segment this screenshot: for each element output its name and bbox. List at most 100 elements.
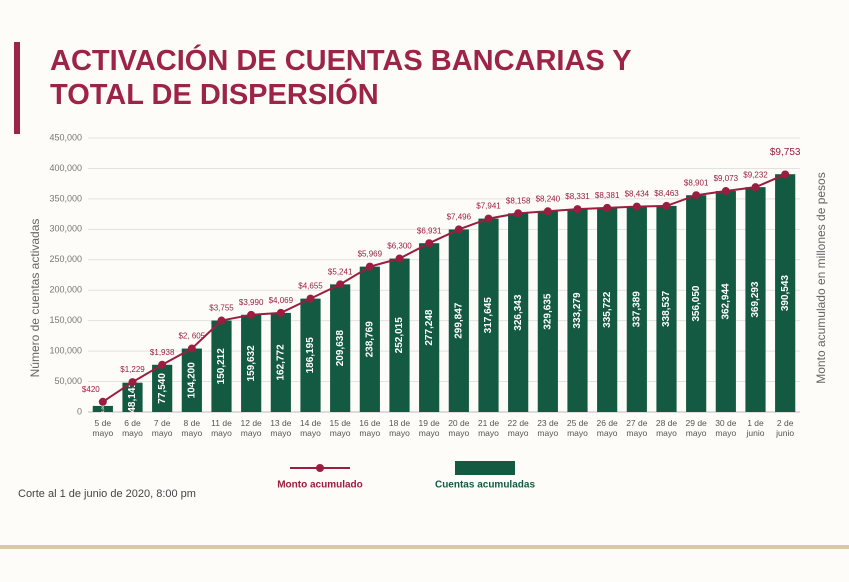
line-value-label: $8,381 xyxy=(595,191,620,200)
bar-value-label: 209,638 xyxy=(335,330,346,367)
bar-value-label: 369,293 xyxy=(750,281,761,318)
footnote: Corte al 1 de junio de 2020, 8:00 pm xyxy=(18,488,196,500)
bar xyxy=(419,243,440,412)
bottom-stripe xyxy=(0,545,849,549)
line-marker xyxy=(336,280,345,289)
bar-value-label: 238,769 xyxy=(364,321,375,358)
y-tick-label: 150,000 xyxy=(49,315,82,325)
bar xyxy=(389,258,410,412)
chart-title: ACTIVACIÓN DE CUENTAS BANCARIAS Y TOTAL D… xyxy=(50,43,632,111)
x-tick-label: 20 de mayo xyxy=(448,418,470,438)
bar xyxy=(567,209,588,412)
line-marker xyxy=(365,262,374,271)
bar-value-label: 362,944 xyxy=(720,283,731,320)
line-marker xyxy=(306,294,315,303)
bar-value-label: 252,015 xyxy=(394,317,405,354)
x-tick-label: 27 de mayo xyxy=(626,418,648,438)
line-marker xyxy=(751,183,760,192)
line-value-label: $3,990 xyxy=(239,298,264,307)
bar-value-label: 150,212 xyxy=(216,348,227,385)
line-marker xyxy=(454,225,463,234)
bar-value-label: 337,389 xyxy=(631,291,642,328)
x-tick-label: 21 de mayo xyxy=(477,418,500,438)
line-value-label: $8,434 xyxy=(625,190,650,199)
bar xyxy=(775,174,796,412)
line-value-label: $8,158 xyxy=(506,196,531,205)
line-value-label: $6,300 xyxy=(387,242,412,251)
line-marker xyxy=(662,201,671,210)
bar xyxy=(656,205,677,412)
bar-value-label: 104,200 xyxy=(186,362,197,399)
bar-value-label: 356,050 xyxy=(691,285,702,322)
line-marker xyxy=(128,378,137,387)
bar-value-label: 329,635 xyxy=(542,293,553,330)
title-accent xyxy=(14,42,20,134)
bar-value-label: 338,537 xyxy=(661,290,672,327)
bar xyxy=(330,284,351,412)
x-tick-label: 18 de mayo xyxy=(388,418,411,438)
y2-axis-label: Monto acumulado en millones de pesos xyxy=(814,172,828,383)
line-value-label: $2, 605 xyxy=(178,332,205,341)
y-tick-label: 100,000 xyxy=(49,345,82,355)
line-value-label: $5,969 xyxy=(358,250,383,259)
line-value-label: $4,655 xyxy=(298,282,323,291)
x-tick-label: 12 de mayo xyxy=(240,418,262,438)
line-marker xyxy=(98,397,107,406)
legend-label: Cuentas acumuladas xyxy=(435,480,535,491)
x-tick-label: 16 de mayo xyxy=(359,418,381,438)
line-marker xyxy=(543,207,552,216)
line-marker xyxy=(721,187,730,196)
bar xyxy=(448,229,469,412)
y-tick-label: 450,000 xyxy=(49,132,82,142)
line-marker xyxy=(692,191,701,200)
bar xyxy=(300,298,321,412)
line-value-label: $7,496 xyxy=(447,213,472,222)
x-tick-label: 6 de mayo xyxy=(122,418,143,438)
bar-value-label: 77,540 xyxy=(157,373,168,404)
bar-value-label: 335,722 xyxy=(602,291,613,328)
line-marker xyxy=(573,205,582,214)
bar-value-label: 48,141 xyxy=(127,382,138,413)
bar xyxy=(181,348,202,412)
line-marker xyxy=(276,308,285,317)
x-tick-label: 23 de mayo xyxy=(537,418,559,438)
y-tick-label: 250,000 xyxy=(49,254,82,264)
bar xyxy=(92,405,113,412)
bar xyxy=(359,266,380,412)
line-value-label: $7,941 xyxy=(476,202,501,211)
line-marker xyxy=(781,170,790,179)
bar xyxy=(211,320,232,412)
bar-value-label: 333,279 xyxy=(572,292,583,329)
bar xyxy=(715,191,736,412)
line-value-label: $8,901 xyxy=(684,178,709,187)
x-tick-label: 25 de mayo xyxy=(566,418,589,438)
line-marker xyxy=(395,254,404,263)
x-tick-label: 29 de mayo xyxy=(685,418,707,438)
x-tick-label: 26 de mayo xyxy=(596,418,618,438)
y-tick-label: 200,000 xyxy=(49,285,82,295)
x-tick-label: 1 de junio xyxy=(746,418,765,438)
line-marker xyxy=(603,203,612,212)
x-tick-label: 13 de mayo xyxy=(270,418,292,438)
line xyxy=(102,173,786,403)
x-tick-label: 2 de junio xyxy=(776,418,795,438)
bar xyxy=(537,211,558,412)
x-tick-label: 8 de mayo xyxy=(181,418,203,438)
x-tick-label: 30 de mayo xyxy=(715,418,737,438)
line-marker xyxy=(514,209,523,218)
line-value-label: $6,931 xyxy=(417,226,442,235)
bar xyxy=(478,218,499,412)
x-tick-label: 28 de mayo xyxy=(655,418,678,438)
bar-value-label: 277,248 xyxy=(424,309,435,346)
line-value-label: $420 xyxy=(82,385,100,394)
line-marker xyxy=(425,239,434,248)
x-tick-label: 5 de mayo xyxy=(92,418,114,438)
bar xyxy=(745,187,766,412)
bar-value-label: 159,632 xyxy=(246,345,257,382)
bar xyxy=(122,382,143,412)
bar-value-label: 390,543 xyxy=(780,275,791,312)
line-value-label: $1,938 xyxy=(150,348,175,357)
line-marker xyxy=(484,214,493,223)
